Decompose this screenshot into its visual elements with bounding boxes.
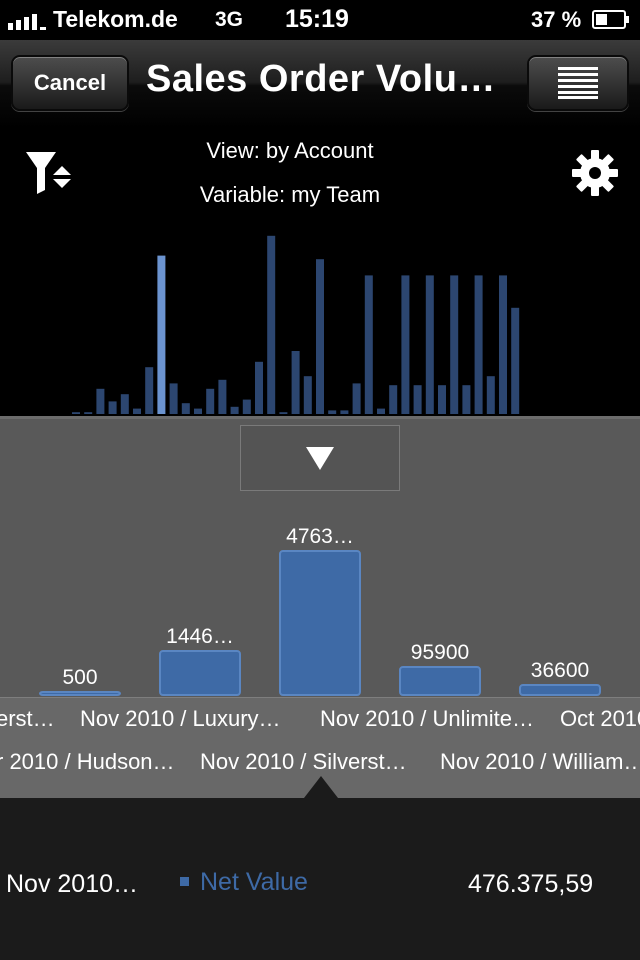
bar-value-label: 95900 <box>411 641 469 664</box>
overview-bar[interactable] <box>291 351 300 414</box>
series-color-swatch <box>180 877 189 886</box>
battery-percent: 37 % <box>531 7 582 32</box>
overview-bar[interactable] <box>230 406 239 414</box>
overview-bar[interactable] <box>511 307 520 414</box>
selection-pointer <box>304 776 338 798</box>
overview-bar[interactable] <box>133 408 141 414</box>
overview-bar[interactable] <box>377 408 385 414</box>
collapse-button[interactable] <box>240 425 400 491</box>
bar-value-label: 500 <box>62 666 97 689</box>
filter-sort-icon[interactable] <box>24 150 74 196</box>
carrier-name: Telekom.de <box>53 6 178 32</box>
list-icon <box>558 67 598 99</box>
list-menu-button[interactable] <box>527 55 629 111</box>
overview-bar[interactable] <box>340 410 349 414</box>
series-name: Net Value <box>200 868 308 896</box>
overview-bar[interactable] <box>438 385 446 414</box>
overview-bar[interactable] <box>474 275 483 414</box>
view-label: View: by Account <box>206 138 374 163</box>
status-bar: Telekom.de 3G 15:19 37 % <box>0 0 640 40</box>
overview-bar-chart[interactable] <box>0 128 640 416</box>
navigation-bar: Cancel Sales Order Volu… <box>0 40 640 129</box>
overview-bar[interactable] <box>389 385 398 414</box>
overview-bar[interactable] <box>267 235 276 414</box>
overview-bar[interactable] <box>96 388 105 414</box>
triangle-down-icon <box>306 447 334 470</box>
overview-chart[interactable]: View: by Account Variable: my Team <box>0 128 640 416</box>
overview-bar[interactable] <box>328 410 337 414</box>
signal-strength-icon <box>8 14 46 30</box>
selected-category: Nov 2010… <box>6 870 139 898</box>
detail-bar-chart[interactable]: 500 1446… 4763… 95900 36600 <box>0 419 640 699</box>
overview-bar[interactable] <box>194 408 202 414</box>
cancel-button[interactable]: Cancel <box>11 55 129 111</box>
selected-value: 476.375,59 <box>468 870 594 898</box>
category-labels-row-1[interactable]: erst… Nov 2010 / Luxury… Nov 2010 / Unli… <box>0 697 640 742</box>
overview-bar[interactable] <box>72 412 80 414</box>
overview-bar[interactable] <box>364 275 373 414</box>
overview-bar[interactable] <box>352 383 361 414</box>
category-label[interactable]: Nov 2010 / Silverst… <box>200 749 407 774</box>
overview-bar[interactable] <box>169 383 178 414</box>
category-label[interactable]: Nov 2010 / William… <box>440 749 640 774</box>
bar-value-label: 4763… <box>286 525 354 548</box>
category-label[interactable]: r 2010 / Hudson… <box>0 749 175 774</box>
overview-bar[interactable] <box>108 401 117 414</box>
battery-icon <box>592 10 629 29</box>
gear-icon[interactable] <box>570 148 620 198</box>
category-label[interactable]: Nov 2010 / Luxury… <box>80 706 281 731</box>
bar-value-label: 1446… <box>166 625 234 648</box>
category-label[interactable]: Nov 2010 / Unlimite… <box>320 706 534 731</box>
overview-bar[interactable] <box>255 361 263 414</box>
detail-bar[interactable] <box>159 650 241 696</box>
overview-bar[interactable] <box>145 367 154 414</box>
overview-bar[interactable] <box>206 388 215 414</box>
category-label[interactable]: Oct 2010 <box>560 706 640 731</box>
overview-bar[interactable] <box>462 385 471 414</box>
overview-bar[interactable] <box>181 403 190 414</box>
category-label[interactable]: erst… <box>0 706 55 731</box>
bar-value-label: 36600 <box>531 659 589 682</box>
overview-bar[interactable] <box>157 255 166 414</box>
overview-bar[interactable] <box>120 394 129 414</box>
status-time: 15:19 <box>285 5 349 33</box>
overview-bar[interactable] <box>303 376 312 414</box>
overview-bar[interactable] <box>401 275 410 414</box>
overview-bar[interactable] <box>450 275 459 414</box>
detail-bar[interactable] <box>279 550 361 696</box>
overview-bar[interactable] <box>316 259 324 414</box>
overview-bar[interactable] <box>279 412 288 414</box>
overview-bar[interactable] <box>413 385 422 414</box>
overview-bar[interactable] <box>499 275 507 414</box>
variable-label: Variable: my Team <box>199 182 381 207</box>
page-title: Sales Order Volu… <box>146 58 496 100</box>
overview-bar[interactable] <box>242 399 251 414</box>
detail-bar[interactable] <box>399 666 481 696</box>
detail-bar[interactable] <box>519 684 601 696</box>
overview-bar[interactable] <box>425 275 434 414</box>
overview-bar[interactable] <box>486 376 495 414</box>
overview-bar[interactable] <box>84 412 93 414</box>
detail-chart-panel[interactable]: 500 1446… 4763… 95900 36600 erst… Nov 2010 /… <box>0 416 640 801</box>
network-type: 3G <box>215 8 244 31</box>
overview-bar[interactable] <box>218 379 227 414</box>
selection-info-bar: Nov 2010… Net Value 476.375,59 <box>0 798 640 960</box>
detail-bar[interactable] <box>39 691 121 696</box>
